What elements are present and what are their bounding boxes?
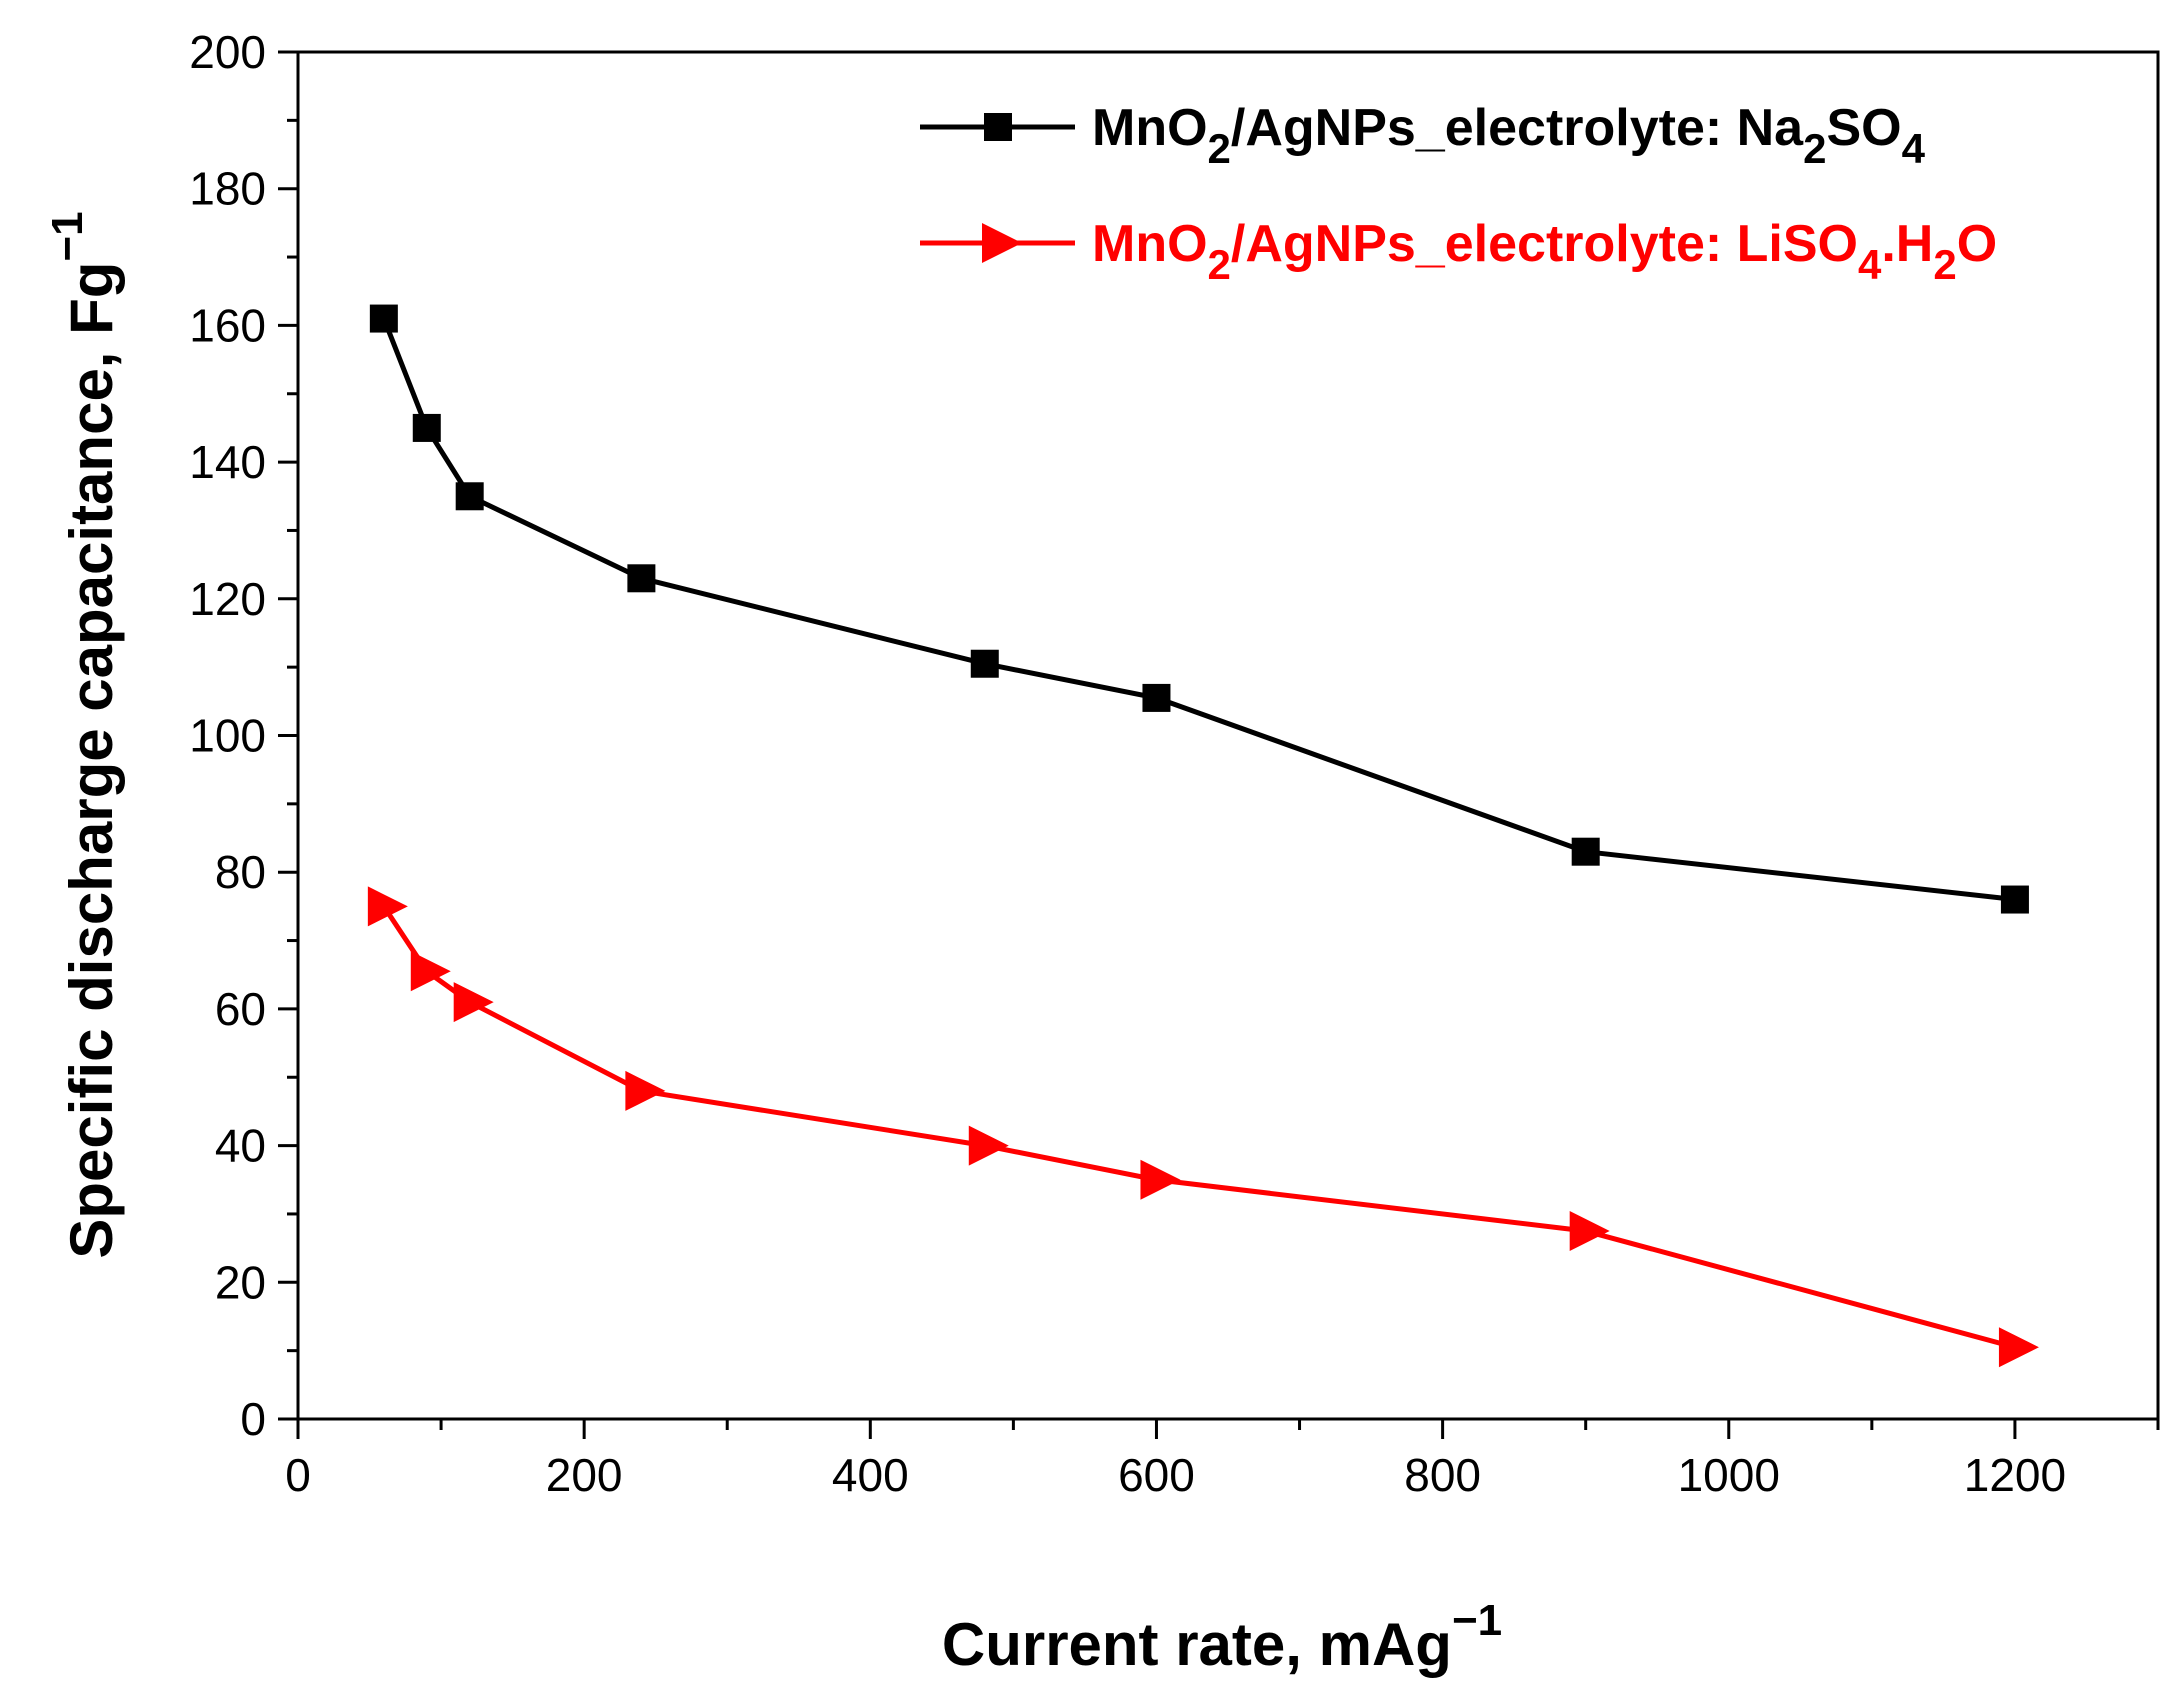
data-point-na2so4 xyxy=(412,413,441,442)
data-point-na2so4 xyxy=(2000,885,2029,914)
x-tick-label: 1200 xyxy=(1964,1449,2066,1501)
series-layer xyxy=(367,304,2039,1368)
series-na2so4 xyxy=(369,304,2029,914)
y-tick-label: 20 xyxy=(215,1256,266,1308)
data-point-liso4 xyxy=(367,886,408,927)
data-point-liso4 xyxy=(1140,1159,1181,1200)
y-tick-label: 180 xyxy=(189,163,266,215)
data-point-na2so4 xyxy=(970,649,999,678)
y-tick-label: 80 xyxy=(215,846,266,898)
y-tick-label: 160 xyxy=(189,299,266,351)
data-point-na2so4 xyxy=(1142,683,1171,712)
x-tick-label: 400 xyxy=(832,1449,909,1501)
y-tick-label: 120 xyxy=(189,573,266,625)
legend-marker-na2so4 xyxy=(984,113,1012,141)
legend-marker-liso4 xyxy=(982,223,1022,263)
y-tick-label: 200 xyxy=(189,26,266,78)
data-point-na2so4 xyxy=(1571,837,1600,866)
y-tick-label: 40 xyxy=(215,1120,266,1172)
data-point-liso4 xyxy=(968,1125,1009,1166)
series-liso4 xyxy=(367,886,2039,1368)
data-point-liso4 xyxy=(410,951,451,992)
y-tick-label: 100 xyxy=(189,710,266,762)
series-line-liso4 xyxy=(381,904,2016,1350)
data-point-na2so4 xyxy=(455,482,484,511)
x-tick-label: 0 xyxy=(285,1449,311,1501)
y-axis-title: Specific discharge capacitance, Fg−1 xyxy=(43,211,125,1258)
legend-label-na2so4: MnO2/AgNPs_electrolyte: Na2SO4 xyxy=(1092,99,1926,172)
data-point-liso4 xyxy=(453,982,494,1023)
x-tick-label: 200 xyxy=(546,1449,623,1501)
data-point-na2so4 xyxy=(627,564,656,593)
legend-label-liso4: MnO2/AgNPs_electrolyte: LiSO4.H2O xyxy=(1092,215,1997,288)
y-tick-label: 140 xyxy=(189,436,266,488)
y-tick-label: 0 xyxy=(240,1393,266,1445)
legend: MnO2/AgNPs_electrolyte: Na2SO4 MnO2/AgNPs… xyxy=(920,99,1997,288)
data-point-liso4 xyxy=(1998,1327,2039,1368)
x-tick-label: 800 xyxy=(1404,1449,1481,1501)
axis-tick-labels: 0 200 400 600 800 1000 1200 0 20 40 60 80 100 120 140 1… xyxy=(189,26,2066,1501)
x-tick-label: 600 xyxy=(1118,1449,1195,1501)
data-point-na2so4 xyxy=(369,304,398,333)
x-axis-title: Current rate, mAg−1 xyxy=(942,1596,1502,1678)
data-point-liso4 xyxy=(1569,1211,1610,1252)
x-tick-label: 1000 xyxy=(1678,1449,1780,1501)
data-point-liso4 xyxy=(625,1070,666,1111)
series-line-na2so4 xyxy=(381,317,2016,903)
y-tick-label: 60 xyxy=(215,983,266,1035)
axis-ticks xyxy=(278,50,2160,1439)
